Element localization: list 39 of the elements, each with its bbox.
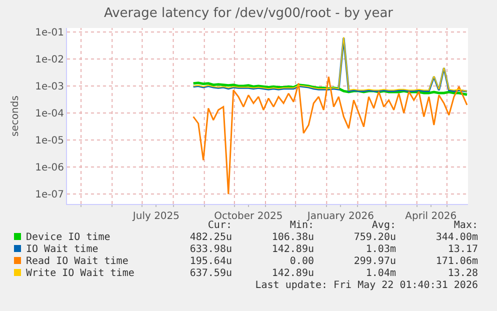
text: 482.25u xyxy=(188,232,232,244)
text: 1.04m xyxy=(364,268,396,280)
line-series xyxy=(192,76,468,195)
chart-title: Average latency for /dev/vg00/root - by year xyxy=(104,6,394,21)
text: 142.89u xyxy=(270,244,314,256)
text: 633.98u xyxy=(188,244,232,256)
text: 13.28 xyxy=(446,268,478,280)
text: Avg: xyxy=(370,220,396,232)
legend-label: Write IO Wait time xyxy=(26,268,134,279)
text: 759.20u xyxy=(352,232,396,244)
y-tick-label: 1e-05 xyxy=(35,136,64,147)
text: 171.06m xyxy=(434,256,478,268)
text: 0.00 xyxy=(288,256,314,268)
text: 637.59u xyxy=(188,268,232,280)
y-tick-label: 1e-04 xyxy=(35,108,64,120)
legend-label: Read IO Wait time xyxy=(26,256,128,267)
text: 13.17 xyxy=(446,244,478,256)
text: Cur: xyxy=(208,220,232,231)
text: Max: xyxy=(452,220,478,232)
y-tick-label: 1e-02 xyxy=(35,54,64,66)
y-tick-label: 1e-03 xyxy=(35,82,64,92)
text: 195.64u xyxy=(188,256,232,268)
text: 344.00m xyxy=(434,232,478,244)
text: Min: xyxy=(290,220,314,231)
text: 1.03m xyxy=(364,244,396,256)
x-tick-label: April 2026 xyxy=(405,211,457,222)
y-tick-label: 1e-07 xyxy=(35,190,64,201)
legend-label: IO Wait time xyxy=(26,244,98,255)
y-tick-label: 1e-06 xyxy=(35,162,64,174)
text: 299.97u xyxy=(352,256,396,268)
x-tick-label: January 2026 xyxy=(306,211,374,222)
y-tick-label: 1e-01 xyxy=(35,27,64,38)
text: 142.89u xyxy=(270,268,314,280)
text: 106.38u xyxy=(270,232,314,244)
x-tick-label: October 2025 xyxy=(214,211,283,222)
x-tick-label: July 2025 xyxy=(132,211,180,222)
y-axis-title: seconds xyxy=(10,96,22,136)
text: Last update: Fri May 22 01:40:31 2026 xyxy=(254,280,478,292)
legend-label: Device IO time xyxy=(26,232,110,243)
